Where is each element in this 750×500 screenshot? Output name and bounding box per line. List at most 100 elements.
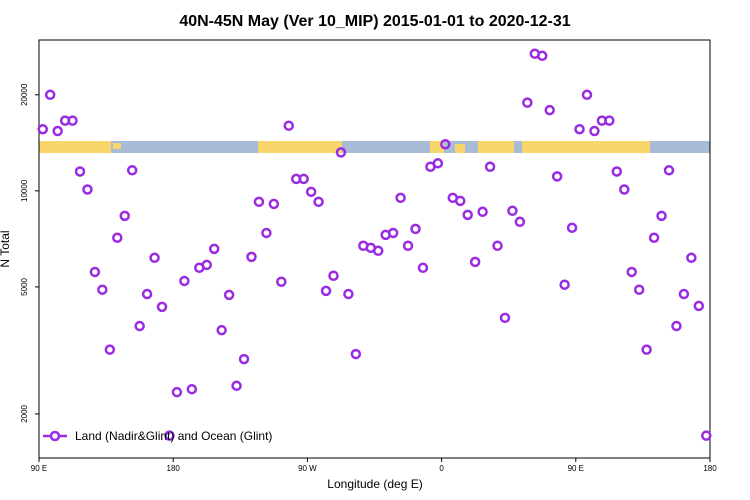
- point: [604, 115, 615, 126]
- x-tick-label: 180: [703, 464, 717, 473]
- point: [335, 147, 347, 158]
- point: [156, 301, 168, 313]
- y-tick-label: 10000: [20, 179, 29, 202]
- x-tick-label: 90 W: [298, 464, 317, 473]
- point: [119, 210, 130, 222]
- point: [37, 123, 48, 135]
- land-band: [258, 141, 342, 153]
- point: [253, 196, 265, 208]
- point: [149, 252, 160, 264]
- point: [298, 173, 309, 185]
- point: [492, 240, 503, 251]
- point: [126, 165, 138, 176]
- land-band: [455, 144, 465, 153]
- point: [484, 161, 496, 173]
- point: [454, 195, 466, 207]
- point: [104, 344, 116, 355]
- point: [231, 380, 242, 392]
- point: [283, 120, 295, 131]
- point: [246, 251, 257, 263]
- point: [343, 288, 354, 300]
- point: [693, 300, 705, 312]
- point: [499, 312, 511, 324]
- point: [350, 348, 362, 360]
- point: [589, 125, 600, 137]
- x-tick-label: 180: [167, 464, 181, 473]
- point: [320, 285, 332, 297]
- x-tick-label: 0: [439, 464, 444, 473]
- point: [686, 252, 697, 264]
- point: [619, 184, 630, 195]
- x-tick-label: 90 E: [568, 464, 584, 473]
- point: [574, 123, 585, 135]
- point: [372, 245, 384, 257]
- point: [522, 97, 533, 108]
- point: [402, 240, 414, 251]
- point: [432, 158, 444, 169]
- point: [701, 430, 712, 441]
- point: [82, 184, 93, 195]
- point: [223, 289, 235, 301]
- land-band: [478, 141, 514, 153]
- plot-frame: [38, 39, 711, 459]
- point: [462, 209, 473, 221]
- point: [141, 288, 153, 300]
- point: [238, 353, 250, 365]
- chart-title: 40N-45N May (Ver 10_MIP) 2015-01-01 to 2…: [179, 13, 570, 30]
- land-ocean-strip: [39, 141, 710, 153]
- point: [134, 320, 145, 332]
- point: [216, 324, 227, 336]
- point: [410, 223, 421, 235]
- point: [678, 288, 690, 300]
- point: [417, 262, 429, 274]
- land-band: [113, 143, 121, 149]
- legend-marker: [49, 430, 61, 442]
- point: [67, 115, 78, 126]
- point: [633, 284, 645, 295]
- point: [581, 89, 593, 101]
- x-axis-label: Longitude (deg E): [327, 477, 422, 491]
- point: [477, 206, 488, 218]
- point: [469, 256, 481, 268]
- point: [395, 192, 406, 204]
- point: [626, 266, 637, 278]
- point: [112, 232, 123, 243]
- land-band: [522, 141, 650, 153]
- point: [387, 227, 399, 239]
- point: [208, 243, 220, 255]
- point: [440, 138, 451, 150]
- y-axis-label: N Total: [0, 230, 12, 267]
- y-tick-label: 5000: [20, 277, 29, 295]
- point: [641, 344, 652, 355]
- point: [551, 171, 563, 182]
- point: [261, 227, 272, 239]
- point: [544, 104, 555, 116]
- point: [559, 279, 570, 290]
- point: [44, 89, 56, 101]
- point: [507, 205, 518, 217]
- point: [97, 284, 108, 295]
- point: [611, 166, 623, 177]
- point: [537, 50, 548, 62]
- y-tick-label: 20000: [20, 83, 29, 106]
- land-band: [39, 141, 111, 153]
- point: [186, 383, 198, 395]
- point: [328, 270, 339, 281]
- point: [566, 222, 578, 234]
- y-tick-label: 2000: [20, 404, 29, 422]
- point: [305, 186, 317, 198]
- point: [656, 210, 667, 222]
- point: [179, 275, 190, 287]
- point: [201, 259, 212, 271]
- legend-label: Land (Nadir&Glint) and Ocean (Glint): [75, 429, 272, 443]
- point: [171, 386, 183, 398]
- point: [663, 165, 675, 176]
- x-tick-label: 90 E: [31, 464, 47, 473]
- point: [514, 216, 526, 228]
- point: [52, 125, 63, 137]
- point: [74, 166, 86, 177]
- point: [164, 430, 175, 441]
- point: [276, 276, 287, 288]
